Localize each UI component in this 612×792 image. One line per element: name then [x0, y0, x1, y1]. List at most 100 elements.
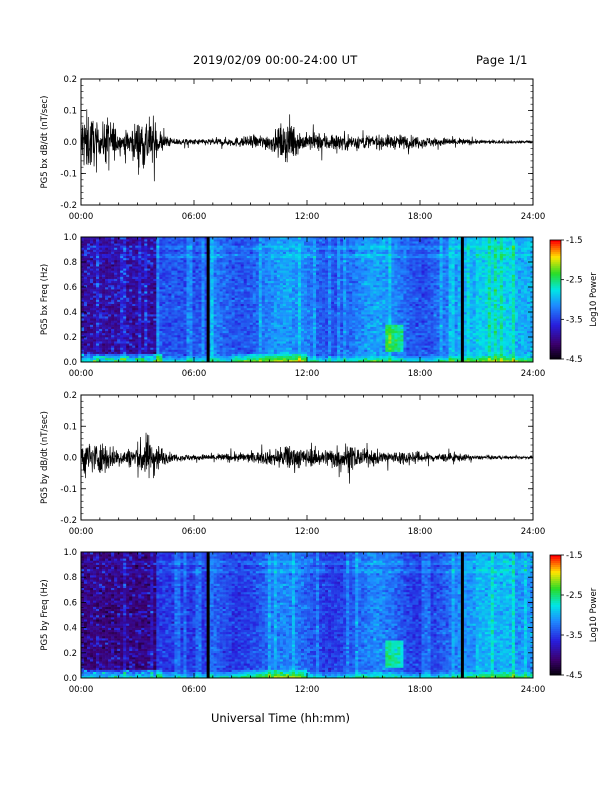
- spectrogram-cell: [87, 337, 91, 340]
- spectrogram-cell: [322, 287, 326, 290]
- spectrogram-cell: [180, 249, 184, 252]
- spectrogram-cell: [123, 257, 127, 261]
- spectrogram-cell: [87, 268, 91, 271]
- spectrogram-cell: [282, 289, 287, 292]
- spectrogram-cell: [279, 268, 284, 271]
- spectrogram-cell: [264, 249, 269, 252]
- spectrogram-cell: [114, 284, 118, 288]
- spectrogram-cell: [249, 299, 254, 302]
- spectrogram-cell: [291, 307, 296, 311]
- spectrogram-cell: [246, 276, 251, 279]
- spectrogram-cell: [267, 278, 272, 282]
- spectrogram-cell: [276, 280, 281, 284]
- spectrogram-cell: [141, 274, 145, 277]
- spectrogram-cell: [129, 251, 133, 254]
- spectrogram-cell: [123, 272, 127, 275]
- spectrogram-cell: [228, 247, 232, 250]
- spectrogram-cell: [174, 272, 178, 275]
- spectrogram-cell: [138, 287, 142, 290]
- spectrogram-cell: [132, 303, 136, 307]
- spectrogram-cell: [156, 357, 160, 361]
- spectrogram-cell: [294, 337, 299, 340]
- spectrogram-cell: [243, 257, 248, 261]
- spectrogram-cell: [192, 243, 196, 246]
- spectrogram-cell: [150, 322, 154, 325]
- spectrogram-cell: [273, 349, 278, 352]
- spectrogram-cell: [264, 276, 269, 279]
- spectrogram-cell: [204, 295, 208, 298]
- spectrogram-cell: [285, 303, 290, 307]
- spectrogram-cell: [84, 334, 88, 338]
- spectrogram-cell: [99, 268, 103, 271]
- spectrogram-cell: [322, 337, 326, 340]
- spectrogram-cell: [294, 255, 299, 259]
- spectrogram-cell: [174, 289, 178, 292]
- spectrogram-cell: [228, 301, 232, 304]
- spectrogram-cell: [234, 253, 238, 257]
- spectrogram-cell: [213, 284, 217, 288]
- spectrogram-cell: [129, 318, 133, 321]
- spectrogram-cell: [165, 351, 169, 354]
- spectrogram-cell: [87, 328, 91, 332]
- spectrogram-cell: [81, 332, 85, 336]
- spectrogram-cell: [153, 337, 157, 340]
- spectrogram-cell: [228, 305, 232, 309]
- spectrogram-cell: [216, 272, 220, 275]
- spectrogram-cell: [99, 337, 103, 340]
- spectrogram-cell: [192, 320, 196, 323]
- spectrogram-cell: [252, 332, 257, 336]
- spectrogram-cell: [322, 314, 326, 317]
- spectrogram-cell: [159, 303, 163, 307]
- spectrogram-cell: [210, 322, 214, 325]
- spectrogram-cell: [198, 337, 202, 340]
- spectrogram-cell: [294, 280, 299, 284]
- spectrogram-cell: [120, 287, 124, 290]
- spectrogram-cell: [105, 330, 109, 334]
- spectrogram-cell: [267, 339, 272, 342]
- spectrogram-cell: [300, 357, 305, 361]
- spectrogram-cell: [129, 324, 133, 327]
- spectrogram-cell: [258, 255, 263, 259]
- spectrogram-cell: [234, 318, 238, 321]
- spectrogram-cell: [237, 322, 241, 325]
- spectrogram-cell: [273, 334, 278, 338]
- spectrogram-cell: [183, 289, 187, 292]
- spectrogram-cell: [231, 278, 235, 282]
- spectrogram-cell: [195, 357, 199, 361]
- spectrogram-cell: [171, 264, 175, 267]
- spectrogram-cell: [126, 243, 130, 246]
- spectrogram-cell: [273, 282, 278, 286]
- spectrogram-cell: [138, 243, 142, 246]
- spectrogram-cell: [225, 278, 229, 282]
- spectrogram-cell: [147, 320, 151, 323]
- spectrogram-cell: [144, 357, 148, 361]
- spectrogram-cell: [225, 332, 229, 336]
- spectrogram-cell: [291, 264, 296, 267]
- spectrogram-cell: [319, 245, 323, 248]
- spectrogram-cell: [177, 320, 181, 323]
- spectrogram-cell: [120, 328, 124, 332]
- spectrogram-cell: [144, 299, 148, 302]
- spectrogram-cell: [216, 357, 220, 361]
- spectrogram-cell: [192, 266, 196, 269]
- spectrogram-cell: [201, 309, 205, 313]
- spectrogram-cell: [255, 318, 260, 321]
- spectrogram-cell: [213, 282, 217, 286]
- spectrogram-cell: [87, 314, 91, 317]
- spectrogram-cell: [310, 287, 314, 290]
- spectrogram-cell: [307, 316, 311, 319]
- spectrogram-cell: [228, 337, 232, 340]
- spectrogram-cell: [258, 328, 263, 332]
- spectrogram-cell: [174, 274, 178, 277]
- spectrogram-cell: [141, 280, 145, 284]
- spectrogram-cell: [285, 324, 290, 327]
- spectrogram-cell: [255, 264, 260, 267]
- spectrogram-cell: [249, 280, 254, 284]
- spectrogram-cell: [219, 264, 223, 267]
- spectrogram-cell: [273, 268, 278, 271]
- spectrogram-cell: [237, 299, 241, 302]
- spectrogram-cell: [213, 355, 217, 359]
- spectrogram-cell: [276, 251, 281, 254]
- spectrogram-cell: [231, 255, 235, 259]
- spectrogram-cell: [228, 291, 232, 294]
